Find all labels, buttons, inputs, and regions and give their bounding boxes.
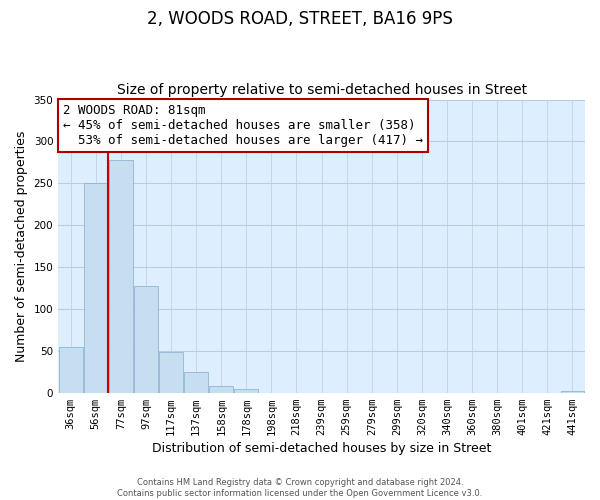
Bar — [235, 388, 258, 392]
Text: 2, WOODS ROAD, STREET, BA16 9PS: 2, WOODS ROAD, STREET, BA16 9PS — [147, 10, 453, 28]
Y-axis label: Number of semi-detached properties: Number of semi-detached properties — [15, 130, 28, 362]
Text: Contains HM Land Registry data © Crown copyright and database right 2024.
Contai: Contains HM Land Registry data © Crown c… — [118, 478, 482, 498]
Text: 2 WOODS ROAD: 81sqm
← 45% of semi-detached houses are smaller (358)
  53% of sem: 2 WOODS ROAD: 81sqm ← 45% of semi-detach… — [64, 104, 424, 147]
Bar — [159, 352, 183, 393]
Bar — [184, 372, 208, 392]
Bar — [560, 391, 584, 392]
Bar — [84, 184, 108, 392]
Title: Size of property relative to semi-detached houses in Street: Size of property relative to semi-detach… — [116, 83, 527, 97]
Bar — [109, 160, 133, 392]
Bar — [59, 346, 83, 393]
Bar — [134, 286, 158, 393]
X-axis label: Distribution of semi-detached houses by size in Street: Distribution of semi-detached houses by … — [152, 442, 491, 455]
Bar — [209, 386, 233, 392]
